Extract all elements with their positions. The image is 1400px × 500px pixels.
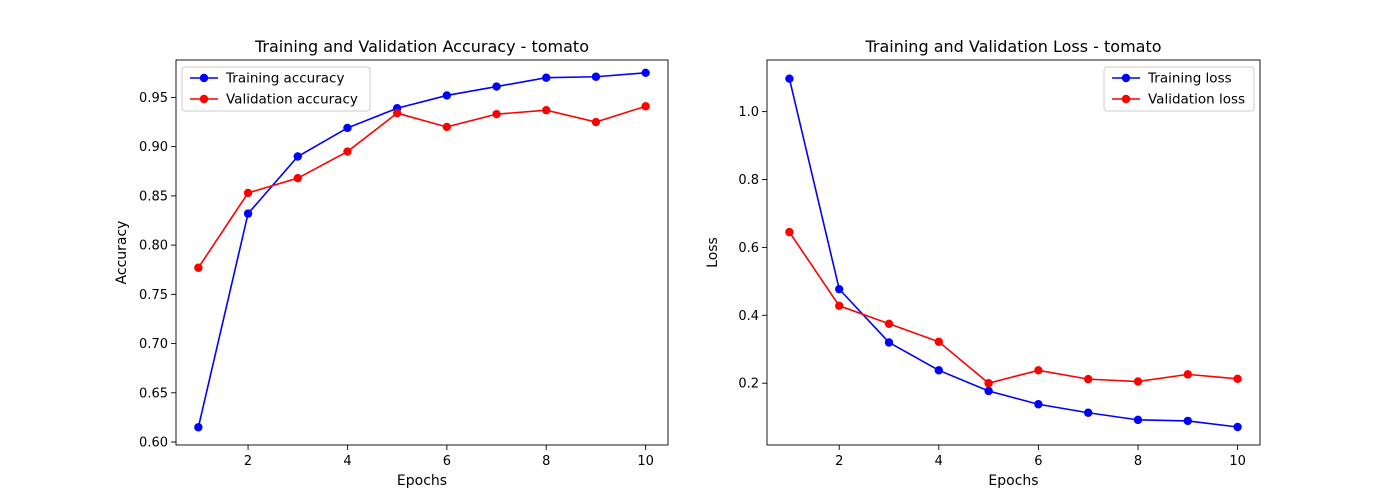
data-point xyxy=(934,337,944,346)
legend-box xyxy=(181,66,371,112)
legend-marker xyxy=(1121,73,1131,83)
x-axis-label: Epochs xyxy=(988,473,1038,489)
x-tick-label: 2 xyxy=(835,454,843,469)
legend-entry: Validation accuracy xyxy=(226,92,358,108)
data-point xyxy=(591,72,601,81)
legend: Training loss Validation loss xyxy=(1103,66,1255,112)
series-validation-accuracy xyxy=(194,102,650,272)
series-line xyxy=(788,78,1238,428)
x-tick-label: 6 xyxy=(1034,454,1042,469)
legend-marker xyxy=(199,94,209,104)
data-point xyxy=(542,73,551,82)
data-point xyxy=(492,109,501,119)
data-point xyxy=(392,108,402,118)
y-tick-label: 0.4 xyxy=(738,309,759,324)
x-axis-label: Epochs xyxy=(397,473,447,489)
x-tick-label: 8 xyxy=(1134,454,1142,469)
y-tick-label: 0.65 xyxy=(139,386,168,401)
y-axis-label: Accuracy xyxy=(114,221,130,285)
y-tick-label: 0.60 xyxy=(139,436,168,451)
x-tick-label: 8 xyxy=(542,454,550,469)
data-point xyxy=(785,227,794,237)
chart-loss: Training and Validation Loss - tomato 2 4 6… xyxy=(705,37,1261,489)
x-tick-label: 10 xyxy=(1229,454,1246,469)
y-axis-label: Loss xyxy=(705,237,721,268)
series-line xyxy=(788,231,1238,385)
y-tick-label: 0.80 xyxy=(139,239,168,254)
data-point xyxy=(1034,366,1043,375)
data-point xyxy=(1183,370,1192,379)
axes-frame xyxy=(766,59,1261,446)
legend: Training accuracy Validation accuracy xyxy=(181,66,371,112)
data-point xyxy=(1183,416,1192,426)
data-point xyxy=(641,102,650,111)
chart-title: Training and Validation Accuracy - tomat… xyxy=(254,37,589,56)
y-tick-label: 0.2 xyxy=(738,377,759,392)
axes-frame xyxy=(175,59,669,446)
data-point xyxy=(293,173,302,183)
legend-marker xyxy=(1121,94,1131,104)
data-point xyxy=(1233,422,1242,432)
data-point xyxy=(591,117,601,127)
y-tick-label: 0.70 xyxy=(139,337,168,352)
y-tick-label: 0.85 xyxy=(139,189,168,204)
x-tick-label: 2 xyxy=(244,454,252,469)
data-point xyxy=(641,68,650,78)
legend-entry: Training loss xyxy=(1147,71,1232,87)
y-tick-label: 0.95 xyxy=(139,91,168,106)
data-point xyxy=(1133,415,1143,425)
data-point xyxy=(1133,377,1143,386)
x-tick-label: 10 xyxy=(637,454,654,469)
legend-marker xyxy=(199,73,209,83)
data-point xyxy=(984,386,993,396)
data-point xyxy=(1034,400,1043,409)
data-point xyxy=(1233,374,1242,383)
y-tick-label: 0.90 xyxy=(139,140,168,155)
x-tick-label: 6 xyxy=(443,454,451,469)
data-point xyxy=(542,106,551,115)
data-point xyxy=(1083,374,1093,384)
series-line xyxy=(197,105,646,269)
legend-box xyxy=(1103,66,1255,112)
data-point xyxy=(194,263,203,272)
data-point xyxy=(442,122,452,132)
x-tick-label: 4 xyxy=(343,454,351,469)
data-point xyxy=(442,91,452,100)
data-point xyxy=(343,147,352,156)
legend-entry: Training accuracy xyxy=(225,71,344,87)
y-tick-label: 1.0 xyxy=(738,105,759,120)
data-point xyxy=(785,74,794,83)
data-point xyxy=(243,188,253,198)
series-validation-loss xyxy=(785,227,1242,388)
data-point xyxy=(243,209,253,218)
data-point xyxy=(343,123,352,133)
data-point xyxy=(835,301,844,311)
y-tick-label: 0.75 xyxy=(139,288,168,303)
x-tick-label: 4 xyxy=(935,454,943,469)
data-point xyxy=(984,379,993,388)
data-point xyxy=(293,152,302,161)
data-point xyxy=(194,423,203,432)
legend-entry: Validation loss xyxy=(1148,92,1245,108)
chart-accuracy: Training and Validation Accuracy - tomat… xyxy=(114,37,669,489)
data-point xyxy=(1083,408,1093,417)
chart-title: Training and Validation Loss - tomato xyxy=(864,37,1161,56)
series-training-loss xyxy=(785,74,1242,432)
data-point xyxy=(492,82,501,91)
data-point xyxy=(884,319,894,328)
data-point xyxy=(835,284,844,294)
y-tick-label: 0.8 xyxy=(738,173,759,188)
y-tick-label: 0.6 xyxy=(738,241,759,256)
data-point xyxy=(884,338,894,347)
data-point xyxy=(934,366,944,375)
